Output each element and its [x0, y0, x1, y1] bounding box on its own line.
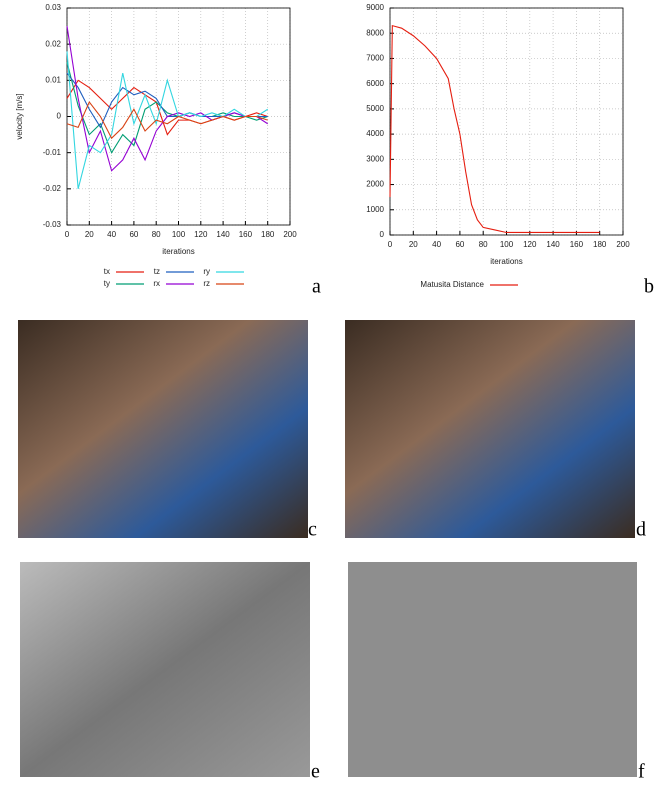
y-tick-label: -0.01: [43, 148, 62, 157]
y-tick-label: 0.01: [45, 75, 61, 84]
y-tick-label: 3000: [366, 154, 384, 163]
image-e: [20, 562, 310, 777]
series-line: [66, 51, 268, 189]
x-axis-label: iterations: [490, 257, 522, 266]
x-tick-label: 20: [409, 240, 418, 249]
y-tick-label: 0: [380, 230, 385, 239]
series-line: [66, 100, 268, 140]
y-axis-label: velocity [m/s]: [15, 93, 24, 139]
x-tick-label: 60: [455, 240, 464, 249]
image-f: [348, 562, 637, 777]
y-tick-label: 7000: [366, 54, 384, 63]
legend-label: rz: [203, 279, 210, 288]
x-tick-label: 120: [523, 240, 537, 249]
x-tick-label: 100: [172, 230, 186, 239]
y-tick-label: -0.02: [43, 184, 62, 193]
x-tick-label: 40: [107, 230, 116, 239]
x-tick-label: 180: [593, 240, 607, 249]
x-tick-label: 0: [65, 230, 70, 239]
y-tick-label: 6000: [366, 79, 384, 88]
plot-frame: [389, 7, 624, 236]
y-tick-label: 0.02: [45, 39, 61, 48]
legend-label: ry: [203, 267, 210, 276]
x-tick-label: 180: [261, 230, 275, 239]
panel-label: f: [638, 761, 645, 783]
series-line: [66, 62, 268, 154]
y-tick-label: 8000: [366, 28, 384, 37]
x-tick-label: 140: [546, 240, 560, 249]
x-tick-label: 100: [500, 240, 514, 249]
y-tick-label: 9000: [366, 3, 384, 12]
photo-d: [345, 320, 635, 538]
x-tick-label: 120: [194, 230, 208, 239]
series-line: [389, 24, 600, 234]
x-tick-label: 20: [85, 230, 94, 239]
x-axis-label: iterations: [162, 247, 194, 256]
x-tick-label: 200: [283, 230, 297, 239]
y-tick-label: 1000: [366, 205, 384, 214]
panel-label: a: [312, 276, 321, 298]
y-tick-label: 5000: [366, 104, 384, 113]
legend-label: tz: [154, 267, 160, 276]
legend-label: Matusita Distance: [420, 280, 484, 289]
x-tick-label: 0: [388, 240, 393, 249]
x-tick-label: 80: [479, 240, 488, 249]
x-tick-label: 200: [616, 240, 630, 249]
panel-label: c: [308, 519, 317, 541]
plot-frame: [66, 7, 291, 226]
y-tick-label: 0.03: [45, 3, 61, 12]
x-tick-label: 80: [152, 230, 161, 239]
panel-label: d: [636, 519, 646, 541]
x-tick-label: 160: [239, 230, 253, 239]
y-tick-label: 0: [57, 112, 62, 121]
x-tick-label: 40: [432, 240, 441, 249]
y-tick-label: 2000: [366, 180, 384, 189]
legend-label: ty: [104, 279, 110, 288]
x-tick-label: 160: [570, 240, 584, 249]
series-line: [66, 25, 268, 172]
x-tick-label: 140: [216, 230, 230, 239]
photo-c: [18, 320, 308, 538]
y-tick-label: -0.03: [43, 220, 62, 229]
x-tick-label: 60: [129, 230, 138, 239]
y-tick-label: 4000: [366, 129, 384, 138]
panel-label: e: [311, 761, 320, 783]
panel-label: b: [644, 276, 654, 298]
legend-label: tx: [104, 267, 110, 276]
legend-label: rx: [153, 279, 160, 288]
